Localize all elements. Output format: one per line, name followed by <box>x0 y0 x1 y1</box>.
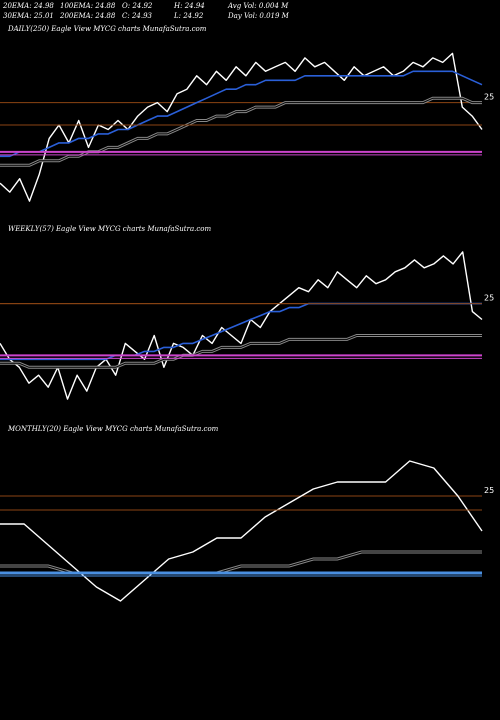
weekly-panel-label: WEEKLY(57) Eagle View MYCG charts Munafa… <box>8 225 212 233</box>
daily-ema-slow-core <box>0 97 482 166</box>
daily-price-line <box>0 52 483 202</box>
monthly-panel: 25 <box>0 460 494 602</box>
header-row-1: 20EMA: 24.98 100EMA: 24.88 O: 24.92 H: 2… <box>3 1 303 11</box>
monthly-reference-label: 25 <box>484 486 494 495</box>
ema100-readout: 100EMA: 24.88 <box>60 2 116 10</box>
monthly-price-line <box>0 460 483 602</box>
low-readout: L: 24.92 <box>174 12 204 20</box>
open-readout: O: 24.92 <box>122 2 153 10</box>
ema200-readout: 200EMA: 24.88 <box>60 12 116 20</box>
weekly-price-line <box>0 251 483 400</box>
monthly-ema-slow-line <box>0 550 482 575</box>
monthly-ema-slow-core <box>0 551 482 574</box>
indicator-header: 20EMA: 24.98 100EMA: 24.88 O: 24.92 H: 2… <box>3 1 303 21</box>
ema20-readout: 20EMA: 24.98 <box>3 2 54 10</box>
day-vol-readout: Day Vol: 0.019 M <box>228 12 289 20</box>
daily-panel: 25 <box>0 52 494 202</box>
weekly-ema-fast-line <box>0 302 482 361</box>
weekly-reference-label: 25 <box>484 294 494 303</box>
daily-panel-label: DAILY(250) Eagle View MYCG charts Munafa… <box>8 25 207 33</box>
daily-reference-label: 25 <box>484 93 494 102</box>
monthly-panel-label: MONTHLY(20) Eagle View MYCG charts Munaf… <box>8 425 219 433</box>
daily-ema-fast-line <box>0 70 483 158</box>
weekly-ema-slow-line <box>0 334 482 369</box>
high-readout: H: 24.94 <box>174 2 205 10</box>
header-row-2: 30EMA: 25.01 200EMA: 24.88 C: 24.93 L: 2… <box>3 11 303 21</box>
avg-vol-readout: Avg Vol: 0.004 M <box>228 2 289 10</box>
weekly-ema-slow-core <box>0 335 482 368</box>
ema30-readout: 30EMA: 25.01 <box>3 12 54 20</box>
close-readout: C: 24.93 <box>122 12 152 20</box>
weekly-panel: 25 <box>0 251 494 400</box>
